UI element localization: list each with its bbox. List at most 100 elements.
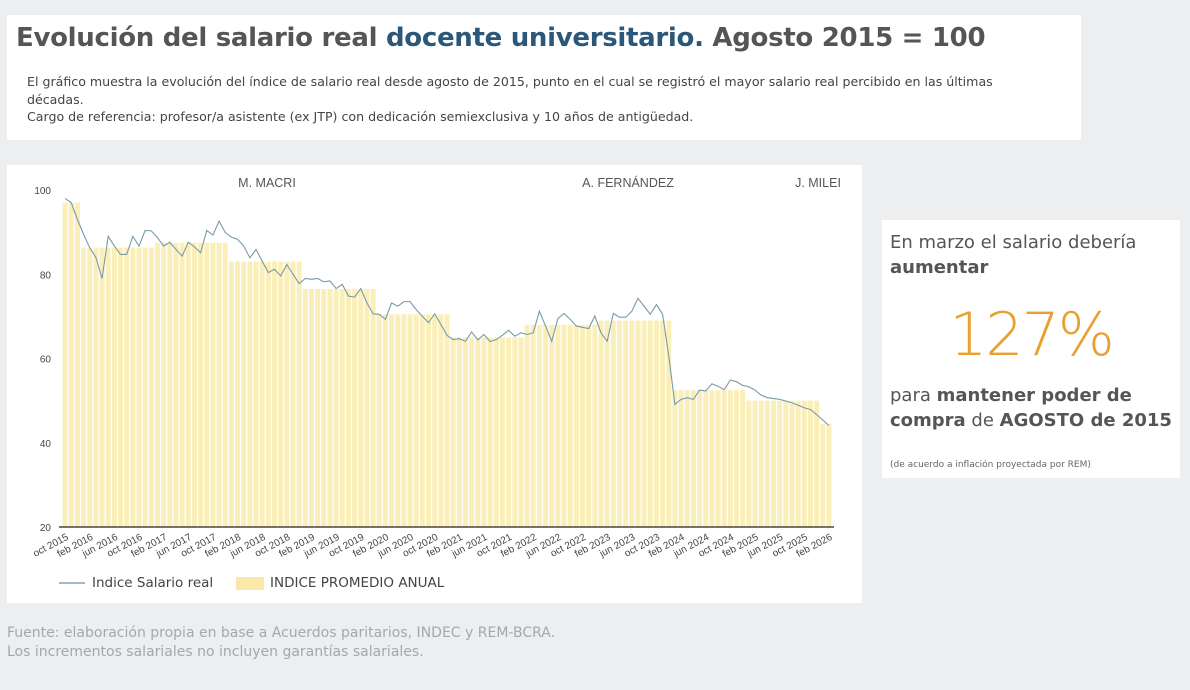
highlight-card: En marzo el salario debería aumentar 127…: [882, 220, 1180, 478]
bar-month-39: [302, 288, 308, 527]
card-text-bold: aumentar: [890, 257, 989, 278]
bar-month-107: [721, 390, 727, 527]
bar-month-21: [191, 242, 197, 527]
bar-month-86: [592, 324, 598, 527]
card-note: (de acuerdo a inflación proyectada por R…: [890, 460, 1091, 470]
description: El gráfico muestra la evolución del índi…: [27, 73, 1037, 126]
president-label: J. MILEI: [795, 176, 841, 190]
bar-month-103: [697, 390, 703, 527]
bar-month-97: [660, 320, 666, 527]
card-text-bold: mantener poder de compra: [890, 385, 1132, 431]
legend-line-label: Indice Salario real: [92, 575, 214, 591]
bar-month-17: [167, 242, 173, 527]
bar-month-56: [407, 314, 413, 527]
bar-month-41: [315, 288, 321, 527]
bar-month-10: [124, 247, 130, 527]
bar-month-78: [543, 324, 549, 527]
bar-month-48: [358, 288, 364, 527]
bar-month-76: [530, 324, 536, 527]
bar-month-108: [727, 390, 733, 527]
card-text-bold: AGOSTO de 2015: [999, 410, 1172, 431]
card-outro: para mantener poder de compra de AGOSTO …: [890, 383, 1175, 433]
bar-month-19: [179, 242, 185, 527]
y-tick-label: 60: [40, 355, 52, 366]
bar-month-110: [740, 390, 746, 527]
bar-month-55: [401, 314, 407, 527]
card-text: de: [965, 410, 1000, 431]
bar-month-45: [339, 288, 345, 527]
bar-month-117: [783, 400, 789, 527]
description-line-2: Cargo de referencia: profesor/a asistent…: [27, 109, 694, 124]
bar-month-13: [142, 247, 148, 527]
bar-month-31: [253, 261, 259, 527]
y-tick-label: 40: [40, 439, 52, 450]
bar-month-72: [506, 337, 512, 527]
bar-month-0: [62, 202, 68, 527]
bar-month-53: [389, 314, 395, 527]
bar-month-87: [598, 320, 604, 527]
bar-month-26: [222, 242, 228, 527]
bar-month-46: [345, 288, 351, 527]
bar-month-106: [715, 390, 721, 527]
bar-month-122: [814, 400, 820, 527]
bar-month-91: [623, 320, 629, 527]
bar-month-82: [567, 324, 573, 527]
bar-month-120: [801, 400, 807, 527]
source-note: Fuente: elaboración propia en base a Acu…: [7, 624, 555, 662]
title-accent: docente universitario.: [385, 23, 704, 53]
bar-month-52: [382, 314, 388, 527]
bar-month-34: [272, 261, 277, 527]
legend-bar-label: INDICE PROMEDIO ANUAL: [270, 575, 445, 591]
bar-month-35: [278, 261, 284, 527]
bar-month-7: [105, 247, 111, 527]
bar-month-14: [148, 247, 154, 527]
bar-month-20: [185, 242, 191, 527]
bar-month-119: [795, 400, 801, 527]
bar-month-73: [512, 337, 518, 527]
bar-month-63: [450, 337, 456, 527]
bar-month-101: [684, 390, 690, 527]
bar-month-113: [758, 400, 764, 527]
bar-month-95: [647, 320, 653, 527]
bar-month-85: [586, 324, 592, 527]
chart-panel: 20 40 60 80 100 oct 2015 feb 2016 jun 2016 oct 2…: [7, 165, 862, 603]
bar-month-77: [536, 324, 542, 527]
bar-month-71: [499, 337, 505, 527]
bar-month-51: [376, 314, 382, 527]
bar-month-32: [259, 261, 265, 527]
bar-month-109: [734, 390, 739, 527]
bar-month-58: [419, 314, 425, 527]
legend-item-bar: INDICE PROMEDIO ANUAL: [236, 575, 444, 591]
source-line-2: Los incrementos salariales no incluyen g…: [7, 644, 424, 660]
bar-month-5: [93, 247, 99, 527]
card-text: para: [890, 385, 937, 406]
bar-month-50: [370, 288, 376, 527]
bar-month-124: [826, 423, 832, 527]
bar-month-89: [610, 320, 616, 527]
bar-month-18: [173, 242, 179, 527]
legend-line-swatch: [59, 582, 85, 584]
bar-month-80: [555, 324, 561, 527]
bar-month-43: [327, 288, 333, 527]
bar-month-59: [426, 314, 431, 527]
source-line-1: Fuente: elaboración propia en base a Acu…: [7, 625, 556, 641]
bar-month-6: [99, 247, 105, 527]
bar-month-88: [604, 320, 610, 527]
bar-month-61: [438, 314, 444, 527]
bar-month-74: [518, 337, 524, 527]
president-label: A. FERNÁNDEZ: [582, 175, 674, 190]
bar-month-116: [777, 400, 783, 527]
bar-month-68: [481, 337, 487, 527]
bar-month-114: [764, 400, 770, 527]
bar-month-30: [247, 261, 253, 527]
bar-month-96: [653, 320, 659, 527]
bar-month-42: [321, 288, 327, 527]
bar-month-11: [130, 247, 136, 527]
bar-month-29: [241, 261, 247, 527]
legend-item-line: Indice Salario real: [59, 575, 213, 591]
bar-month-1: [68, 202, 74, 527]
bar-month-38: [296, 261, 302, 527]
bar-month-23: [204, 242, 210, 527]
bar-month-94: [641, 320, 647, 527]
